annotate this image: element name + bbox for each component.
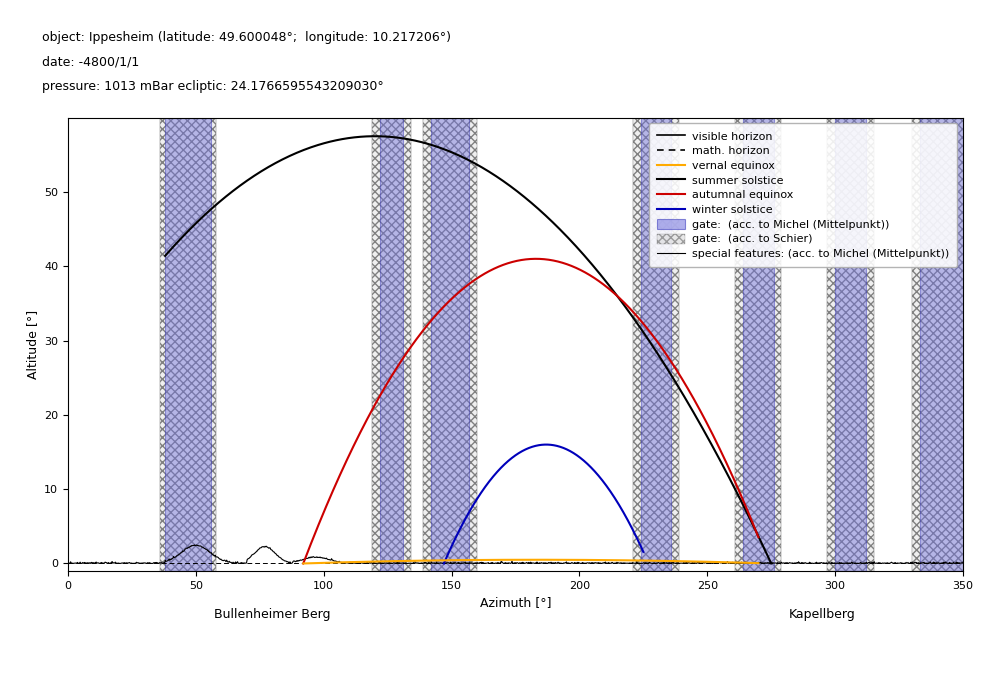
Bar — [160, 118, 216, 571]
Bar — [633, 118, 679, 571]
Bar — [743, 118, 774, 571]
Bar — [423, 118, 477, 571]
Bar — [641, 118, 671, 571]
Bar — [423, 118, 477, 571]
Text: pressure: 1013 mBar ecliptic: 24.1766595543209030°: pressure: 1013 mBar ecliptic: 24.1766595… — [42, 80, 384, 93]
Bar — [912, 118, 981, 571]
Legend: visible horizon, math. horizon, vernal equinox, summer solstice, autumnal equino: visible horizon, math. horizon, vernal e… — [649, 123, 957, 267]
Bar — [827, 118, 874, 571]
Bar — [735, 118, 781, 571]
Bar — [372, 118, 411, 571]
Text: Kapellberg: Kapellberg — [789, 608, 856, 621]
Text: Bullenheimer Berg: Bullenheimer Berg — [214, 608, 331, 621]
Bar — [372, 118, 411, 571]
Bar — [633, 118, 679, 571]
Bar — [380, 118, 403, 571]
Y-axis label: Altitude [°]: Altitude [°] — [26, 310, 39, 379]
Text: object: Ippesheim (latitude: 49.600048°;  longitude: 10.217206°): object: Ippesheim (latitude: 49.600048°;… — [42, 31, 451, 44]
Bar — [735, 118, 781, 571]
Text: date: -4800/1/1: date: -4800/1/1 — [42, 55, 139, 69]
Bar — [827, 118, 874, 571]
Bar — [835, 118, 866, 571]
Bar — [912, 118, 981, 571]
Bar — [160, 118, 216, 571]
Bar — [431, 118, 469, 571]
Bar — [920, 118, 976, 571]
Bar — [165, 118, 211, 571]
X-axis label: Azimuth [°]: Azimuth [°] — [480, 597, 551, 609]
